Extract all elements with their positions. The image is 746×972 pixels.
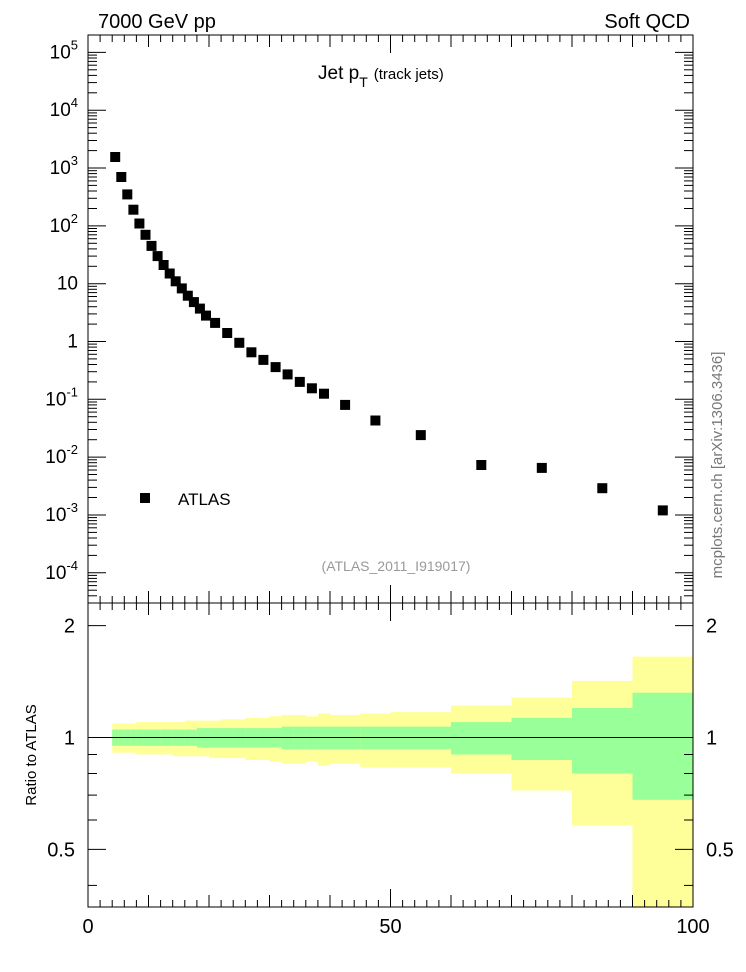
data-point (258, 354, 269, 365)
y-tick-label: 103 (50, 153, 78, 179)
data-point (246, 347, 257, 358)
data-point (340, 399, 351, 410)
legend-marker (140, 493, 150, 503)
legend-label: ATLAS (178, 490, 231, 509)
plot-title-main: Jet p (318, 63, 359, 84)
data-point (122, 189, 133, 200)
data-point (164, 268, 175, 279)
inner-band (572, 708, 633, 774)
inner-band (632, 692, 694, 800)
x-tick-label: 0 (82, 916, 93, 938)
data-point (134, 218, 145, 229)
data-point (201, 310, 211, 321)
y-tick-label: 10-1 (45, 384, 78, 410)
data-point (222, 328, 233, 338)
header-left: 7000 GeV pp (98, 11, 216, 33)
data-point (158, 260, 169, 270)
ratio-tick-labels: 0.5 0.5 1 1 2 2 0 50 100 (47, 616, 734, 938)
inner-band (451, 722, 512, 755)
data-point (146, 240, 157, 251)
y-tick-label: 105 (50, 37, 78, 63)
y-tick-label: 104 (50, 95, 78, 121)
y-tick-label: 10 (57, 274, 78, 295)
ratio-y-ticks (88, 625, 693, 886)
data-point (128, 204, 139, 215)
data-point (282, 369, 293, 380)
x-tick-label: 50 (379, 916, 401, 938)
data-point (415, 430, 426, 441)
main-plot-frame (87, 34, 694, 604)
main-marks (110, 152, 668, 516)
data-point (176, 283, 187, 294)
data-point (536, 462, 547, 473)
data-point (597, 483, 608, 494)
data-point (476, 460, 487, 470)
data-point (234, 337, 245, 348)
y-tick-label: 1 (67, 332, 78, 353)
data-point (294, 376, 305, 387)
ratio-y-tick-label: 0.5 (47, 839, 75, 861)
data-point (152, 251, 163, 262)
ratio-y-tick-label-right: 2 (706, 616, 717, 638)
header-right: Soft QCD (604, 11, 690, 33)
data-point (319, 388, 329, 399)
data-point (194, 303, 205, 314)
data-point (182, 290, 193, 301)
ratio-bands (112, 656, 694, 907)
y-tick-label: 10-3 (45, 500, 78, 526)
plot-title-suffix: (track jets) (374, 66, 444, 83)
main-y-ticks (88, 34, 693, 604)
y-tick-label: 10-2 (45, 442, 78, 468)
data-point (140, 229, 151, 240)
ratio-x-ticks (87, 603, 694, 907)
data-point (270, 362, 281, 373)
plot-title-subscript: T (359, 74, 368, 90)
data-point (657, 505, 668, 516)
analysis-id: (ATLAS_2011_I919017) (322, 558, 471, 574)
ratio-y-tick-label-right: 1 (706, 728, 717, 750)
data-point (306, 383, 317, 394)
ratio-panel: 0.5 0.5 1 1 2 2 0 50 100 Ratio to ATLAS (23, 602, 734, 938)
inner-band (511, 717, 573, 760)
ratio-y-tick-label: 1 (64, 728, 75, 750)
y-tick-label: 102 (50, 211, 78, 237)
ratio-y-axis-label: Ratio to ATLAS (23, 704, 40, 805)
data-point (370, 415, 381, 426)
side-label: mcplots.cern.ch [arXiv:1306.3436] (709, 352, 726, 579)
data-point (188, 297, 199, 308)
main-x-ticks (87, 35, 694, 603)
ratio-y-tick-label-right: 0.5 (706, 839, 734, 861)
x-tick-label: 100 (676, 916, 709, 938)
ratio-y-tick-label: 2 (64, 616, 75, 638)
data-point (116, 172, 127, 182)
data-point (210, 317, 221, 328)
data-point (110, 152, 121, 162)
data-point (170, 276, 181, 287)
y-tick-label: 10-4 (45, 558, 78, 584)
plot-title: Jet pT (track jets) (318, 63, 444, 90)
